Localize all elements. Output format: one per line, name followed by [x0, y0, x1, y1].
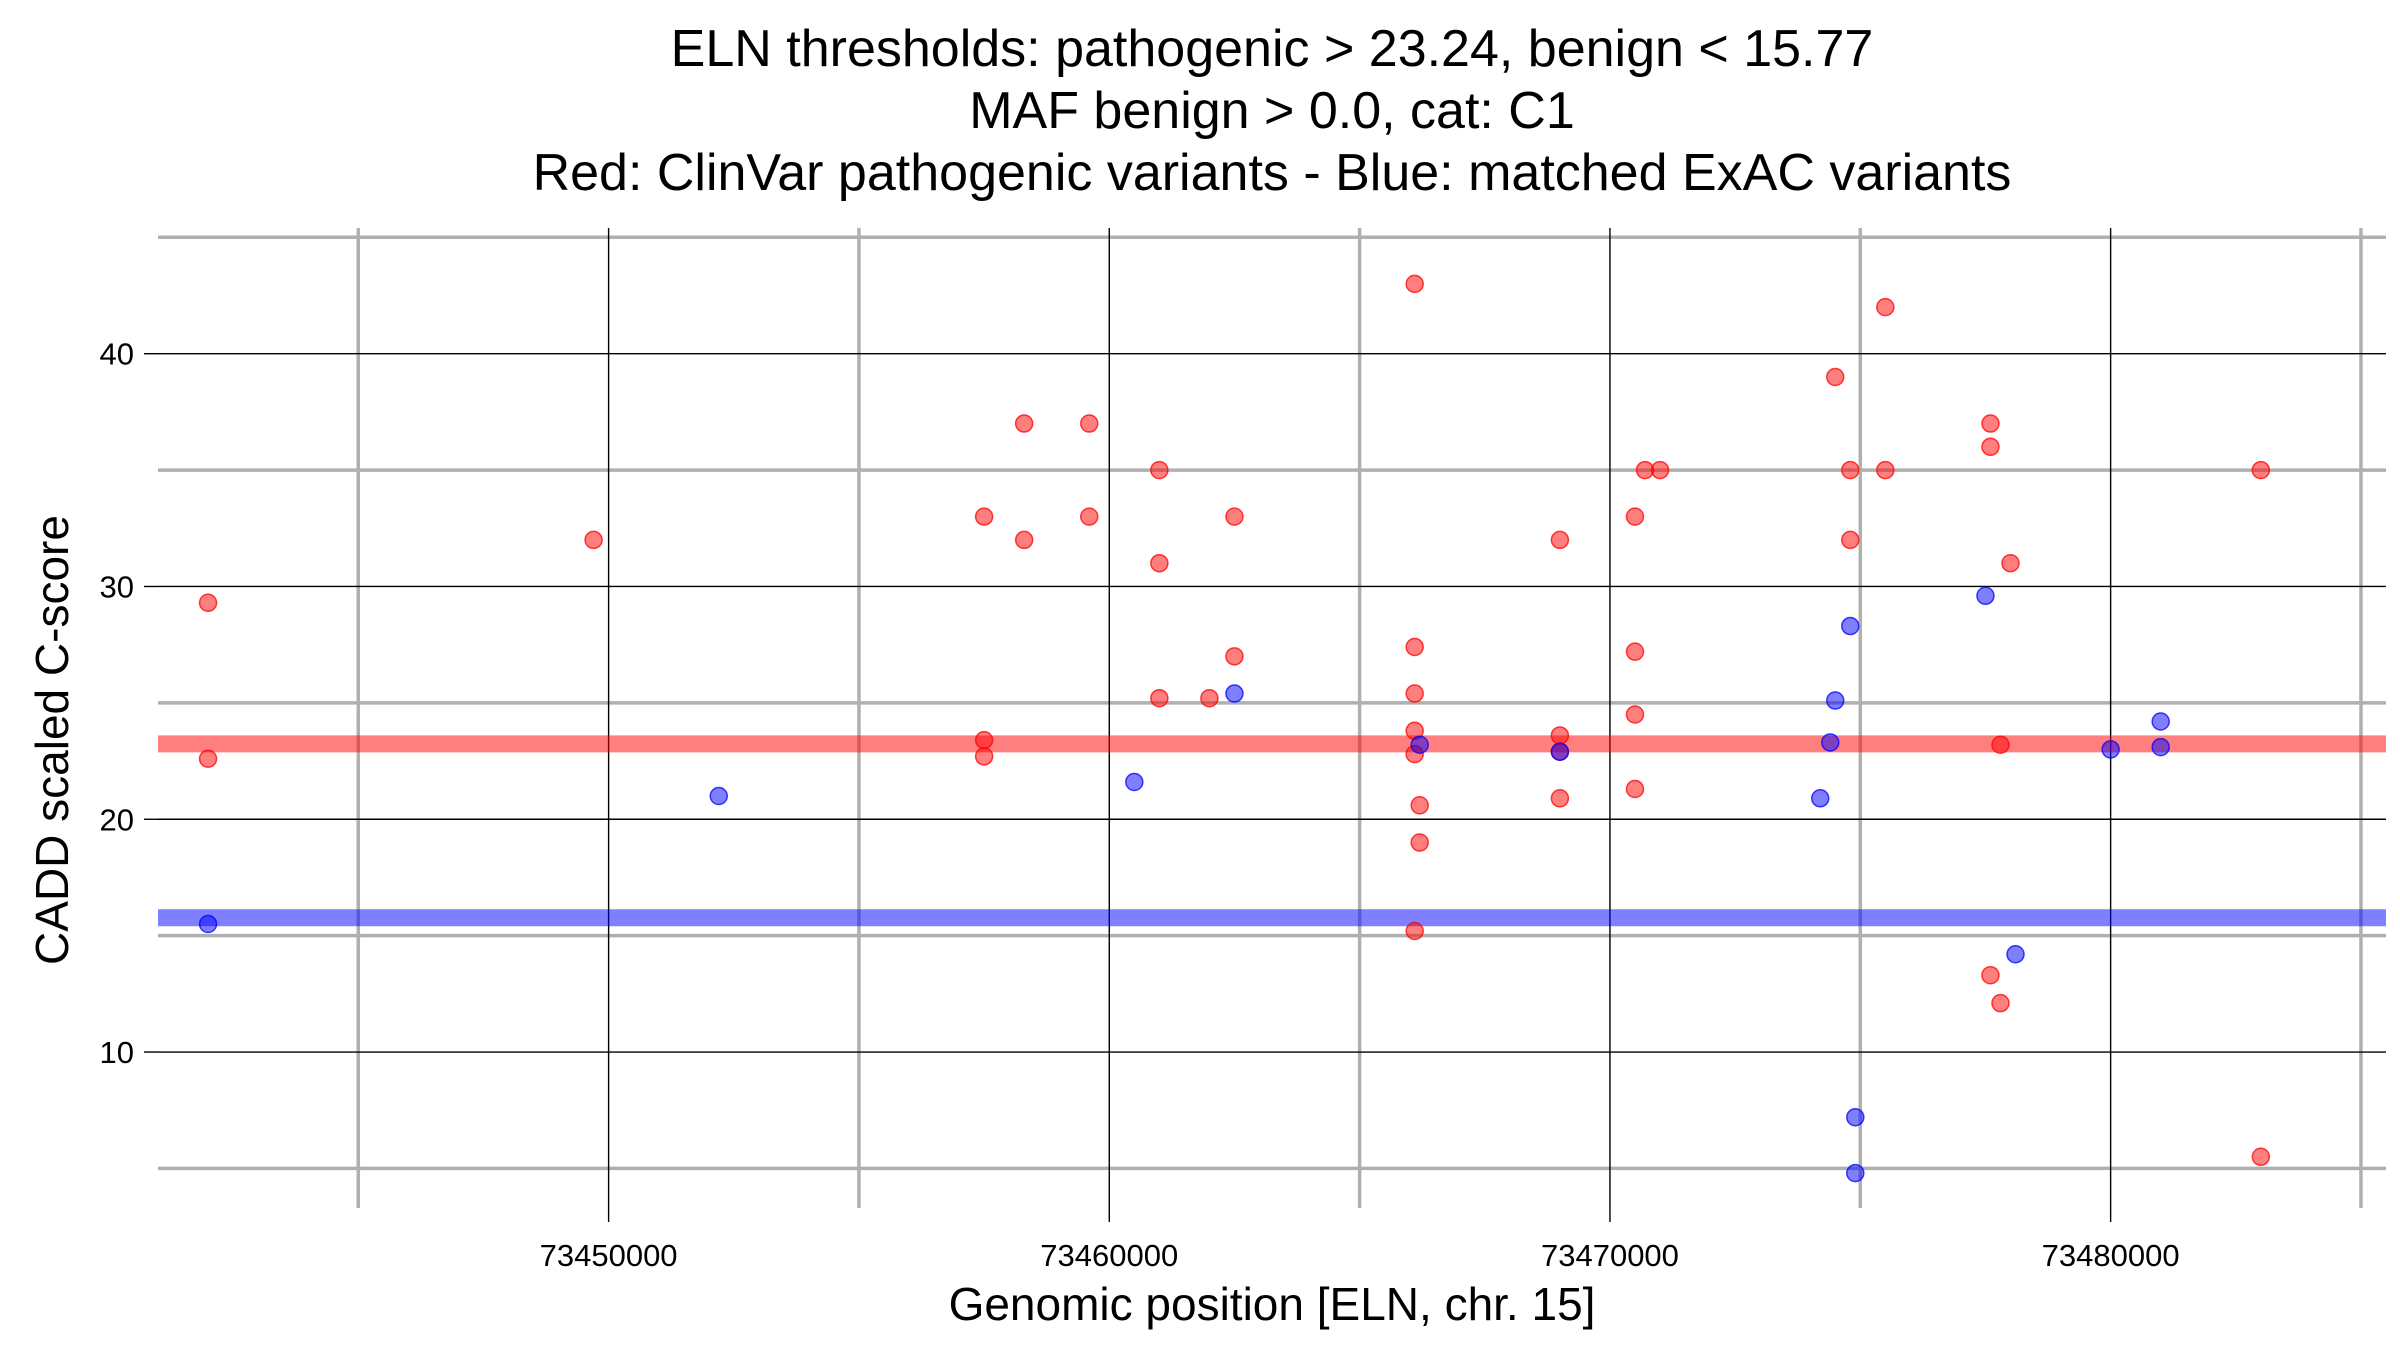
- clinvar-point: [1981, 437, 2000, 457]
- y-axis-ticks: 10 20 30 40: [100, 337, 158, 1070]
- clinvar-point: [198, 749, 218, 768]
- threshold-lines: [158, 735, 2386, 927]
- clinvar-point: [1014, 414, 1034, 433]
- exac-point: [1976, 586, 1995, 606]
- clinvar-point: [1550, 789, 1570, 808]
- exac-point: [1821, 733, 1840, 752]
- exac-point: [1810, 789, 1830, 808]
- chart-title: ELN thresholds: pathogenic > 23.24, beni…: [533, 20, 2012, 202]
- exac-point: [1125, 772, 1144, 792]
- clinvar-point: [1625, 507, 1645, 526]
- exac-point: [1550, 742, 1570, 762]
- exac-point: [2151, 737, 2170, 757]
- clinvar-point: [1410, 796, 1429, 815]
- clinvar-point: [974, 730, 994, 750]
- clinvar-point: [1991, 735, 2010, 755]
- clinvar-point: [974, 507, 994, 526]
- clinvar-point: [1826, 367, 1845, 387]
- clinvar-point: [1200, 688, 1219, 708]
- clinvar-point: [1150, 460, 1169, 480]
- major-gridlines: [158, 228, 2386, 1208]
- exac-point: [1841, 616, 1860, 636]
- y-tick-label: 30: [100, 569, 134, 604]
- title-line-2: MAF benign > 0.0, cat: C1: [969, 82, 1575, 140]
- clinvar-point: [1014, 530, 1034, 550]
- clinvar-point: [198, 593, 218, 613]
- clinvar-point: [1150, 553, 1169, 573]
- x-tick-label: 73460000: [1040, 1238, 1178, 1273]
- clinvar-point: [1625, 642, 1645, 661]
- exac-point: [1410, 735, 1429, 755]
- x-axis-ticks: 73450000 73460000 73470000 73480000: [540, 1208, 2180, 1273]
- clinvar-point: [974, 747, 994, 766]
- clinvar-point: [1550, 530, 1570, 550]
- exac-point: [709, 786, 729, 806]
- clinvar-point: [1405, 684, 1424, 703]
- title-line-1: ELN thresholds: pathogenic > 23.24, beni…: [671, 20, 1874, 78]
- y-tick-label: 10: [100, 1035, 134, 1070]
- x-tick-label: 73470000: [1541, 1238, 1679, 1273]
- data-points: [198, 274, 2271, 1183]
- exac-point: [1846, 1163, 1865, 1183]
- x-tick-label: 73480000: [2042, 1238, 2180, 1273]
- exac-point: [2006, 945, 2025, 964]
- clinvar-point: [1405, 274, 1424, 294]
- exac-point: [2101, 740, 2120, 759]
- clinvar-point: [1876, 460, 1895, 480]
- clinvar-point: [1981, 414, 2000, 433]
- exac-point: [1846, 1107, 1865, 1127]
- clinvar-point: [584, 530, 603, 550]
- clinvar-point: [2001, 553, 2020, 573]
- clinvar-point: [1650, 460, 1670, 480]
- clinvar-point: [1080, 507, 1099, 526]
- clinvar-point: [1625, 705, 1645, 724]
- clinvar-point: [1405, 921, 1424, 941]
- y-tick-label: 40: [100, 337, 134, 372]
- clinvar-point: [2251, 460, 2271, 480]
- clinvar-point: [1080, 414, 1099, 433]
- clinvar-point: [1225, 507, 1244, 526]
- title-line-3: Red: ClinVar pathogenic variants - Blue:…: [533, 144, 2012, 202]
- clinvar-point: [1550, 726, 1570, 745]
- clinvar-point: [1991, 993, 2010, 1013]
- clinvar-point: [1150, 688, 1169, 708]
- clinvar-point: [1405, 637, 1424, 657]
- clinvar-point: [1841, 460, 1860, 480]
- clinvar-point: [1410, 833, 1429, 852]
- x-axis-title: Genomic position [ELN, chr. 15]: [949, 1278, 1596, 1330]
- clinvar-point: [1981, 965, 2000, 985]
- clinvar-point: [2251, 1147, 2271, 1167]
- exac-point: [2151, 712, 2170, 731]
- x-tick-label: 73450000: [540, 1238, 678, 1273]
- y-axis-title: CADD scaled C-score: [26, 515, 78, 965]
- clinvar-point: [1841, 530, 1860, 550]
- clinvar-point: [1876, 297, 1895, 317]
- minor-gridlines: [158, 228, 2386, 1208]
- clinvar-point: [1625, 779, 1645, 799]
- exac-point: [198, 914, 218, 934]
- exac-point: [1826, 691, 1845, 710]
- exac-point: [1225, 684, 1244, 703]
- y-tick-label: 20: [100, 802, 134, 837]
- clinvar-point: [1225, 647, 1244, 666]
